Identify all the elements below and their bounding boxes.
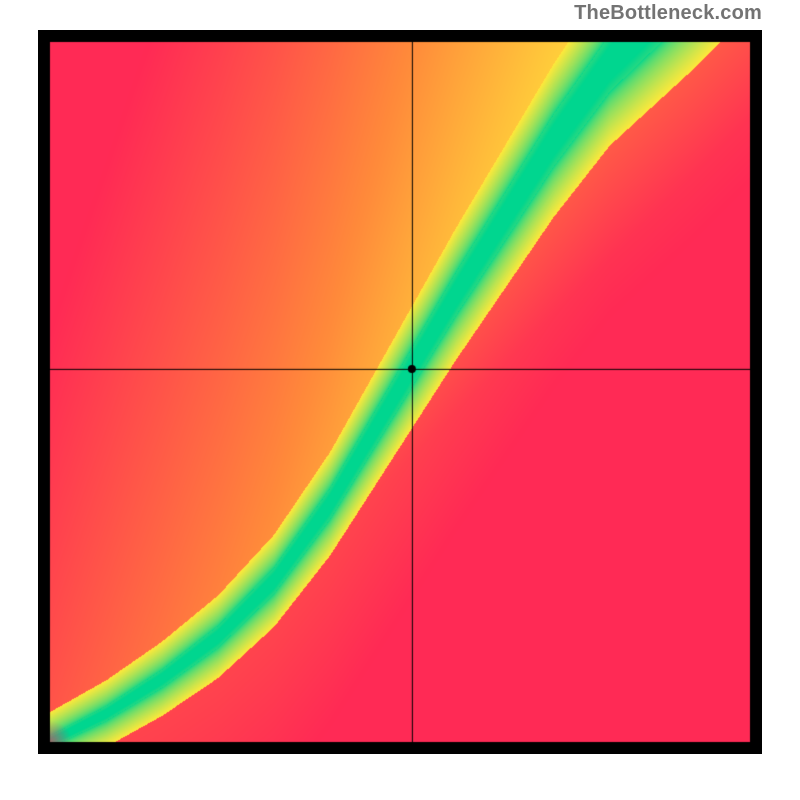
heatmap-plot <box>38 30 762 754</box>
attribution-text: TheBottleneck.com <box>574 2 762 25</box>
